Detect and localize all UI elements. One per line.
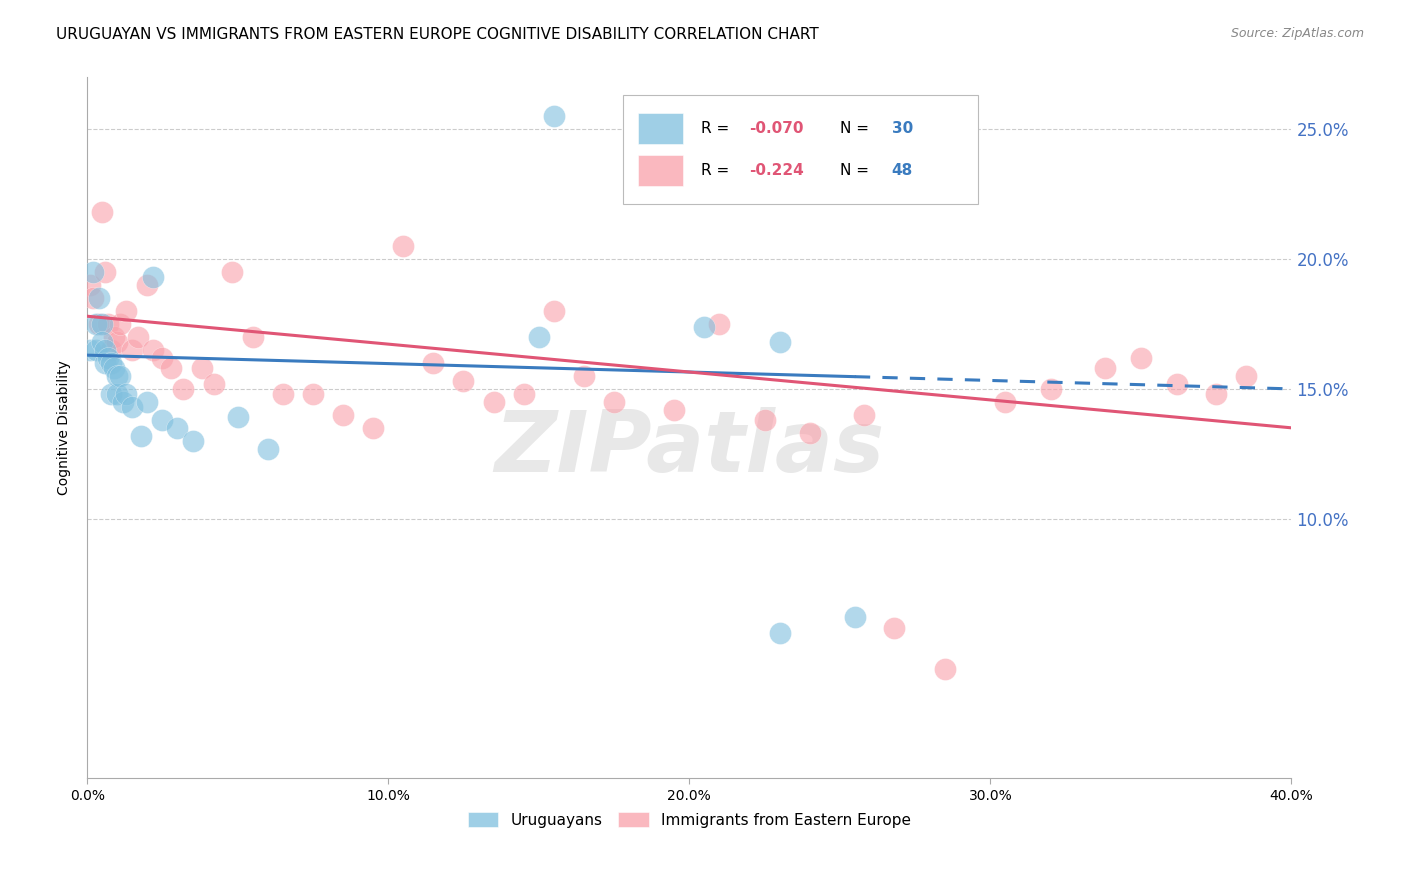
Point xyxy=(105,368,128,383)
Point xyxy=(543,109,565,123)
Point xyxy=(453,374,475,388)
Point xyxy=(242,330,264,344)
Point xyxy=(709,317,731,331)
Point xyxy=(110,368,132,383)
Point xyxy=(332,408,354,422)
Point xyxy=(79,278,101,293)
Point xyxy=(79,343,101,357)
Point xyxy=(1205,387,1227,401)
Point xyxy=(1129,351,1152,365)
Text: R =: R = xyxy=(702,163,734,178)
Point xyxy=(136,278,159,293)
Point xyxy=(392,239,415,253)
Text: N =: N = xyxy=(839,163,873,178)
Point xyxy=(572,368,595,383)
Point xyxy=(883,621,905,635)
Point xyxy=(221,265,243,279)
Text: N =: N = xyxy=(839,121,873,136)
Point xyxy=(84,343,107,357)
Point xyxy=(512,387,534,401)
FancyBboxPatch shape xyxy=(637,112,683,145)
Text: R =: R = xyxy=(702,121,734,136)
Text: -0.224: -0.224 xyxy=(749,163,804,178)
Point xyxy=(664,402,686,417)
Legend: Uruguayans, Immigrants from Eastern Europe: Uruguayans, Immigrants from Eastern Euro… xyxy=(461,805,917,834)
Point xyxy=(82,291,104,305)
Point xyxy=(693,319,716,334)
Point xyxy=(142,343,165,357)
Point xyxy=(152,413,174,427)
Point xyxy=(603,395,626,409)
Point xyxy=(422,356,444,370)
Point xyxy=(112,395,135,409)
Text: -0.070: -0.070 xyxy=(749,121,804,136)
Point xyxy=(100,356,122,370)
Point xyxy=(160,361,183,376)
Point xyxy=(89,291,111,305)
Point xyxy=(94,356,117,370)
Point xyxy=(121,343,143,357)
Point xyxy=(115,304,138,318)
Point xyxy=(799,425,821,440)
Point xyxy=(105,335,128,350)
Point xyxy=(94,343,117,357)
Point xyxy=(1234,368,1257,383)
Point xyxy=(769,335,792,350)
Point xyxy=(482,395,505,409)
Point xyxy=(166,421,188,435)
Point xyxy=(121,400,143,414)
Point xyxy=(302,387,325,401)
Point xyxy=(82,265,104,279)
Point xyxy=(256,442,278,456)
Point xyxy=(1094,361,1116,376)
Text: URUGUAYAN VS IMMIGRANTS FROM EASTERN EUROPE COGNITIVE DISABILITY CORRELATION CHA: URUGUAYAN VS IMMIGRANTS FROM EASTERN EUR… xyxy=(56,27,818,42)
Point xyxy=(91,317,114,331)
Point xyxy=(769,626,792,640)
Point xyxy=(1166,376,1188,391)
Point xyxy=(136,395,159,409)
Point xyxy=(934,662,956,676)
Point xyxy=(131,428,153,442)
Point xyxy=(84,317,107,331)
Point xyxy=(271,387,294,401)
Point xyxy=(103,330,125,344)
Point xyxy=(190,361,212,376)
Point xyxy=(152,351,174,365)
Point xyxy=(361,421,384,435)
Text: Source: ZipAtlas.com: Source: ZipAtlas.com xyxy=(1230,27,1364,40)
Point xyxy=(127,330,149,344)
Point xyxy=(100,387,122,401)
FancyBboxPatch shape xyxy=(623,95,979,203)
Point xyxy=(994,395,1017,409)
Point xyxy=(1039,382,1062,396)
Point xyxy=(754,413,776,427)
Text: ZIPatlas: ZIPatlas xyxy=(494,408,884,491)
Point xyxy=(105,387,128,401)
Point xyxy=(91,205,114,219)
FancyBboxPatch shape xyxy=(637,155,683,186)
Point xyxy=(91,335,114,350)
Point xyxy=(115,387,138,401)
Point xyxy=(202,376,225,391)
Point xyxy=(852,408,875,422)
Point xyxy=(527,330,550,344)
Text: 30: 30 xyxy=(891,121,912,136)
Point xyxy=(89,317,111,331)
Point xyxy=(226,410,249,425)
Point xyxy=(97,317,120,331)
Point xyxy=(181,434,204,448)
Text: 48: 48 xyxy=(891,163,912,178)
Point xyxy=(103,361,125,376)
Point xyxy=(94,265,117,279)
Point xyxy=(97,351,120,365)
Point xyxy=(110,317,132,331)
Point xyxy=(844,610,866,624)
Point xyxy=(100,343,122,357)
Point xyxy=(142,270,165,285)
Point xyxy=(543,304,565,318)
Y-axis label: Cognitive Disability: Cognitive Disability xyxy=(58,360,72,495)
Point xyxy=(173,382,195,396)
